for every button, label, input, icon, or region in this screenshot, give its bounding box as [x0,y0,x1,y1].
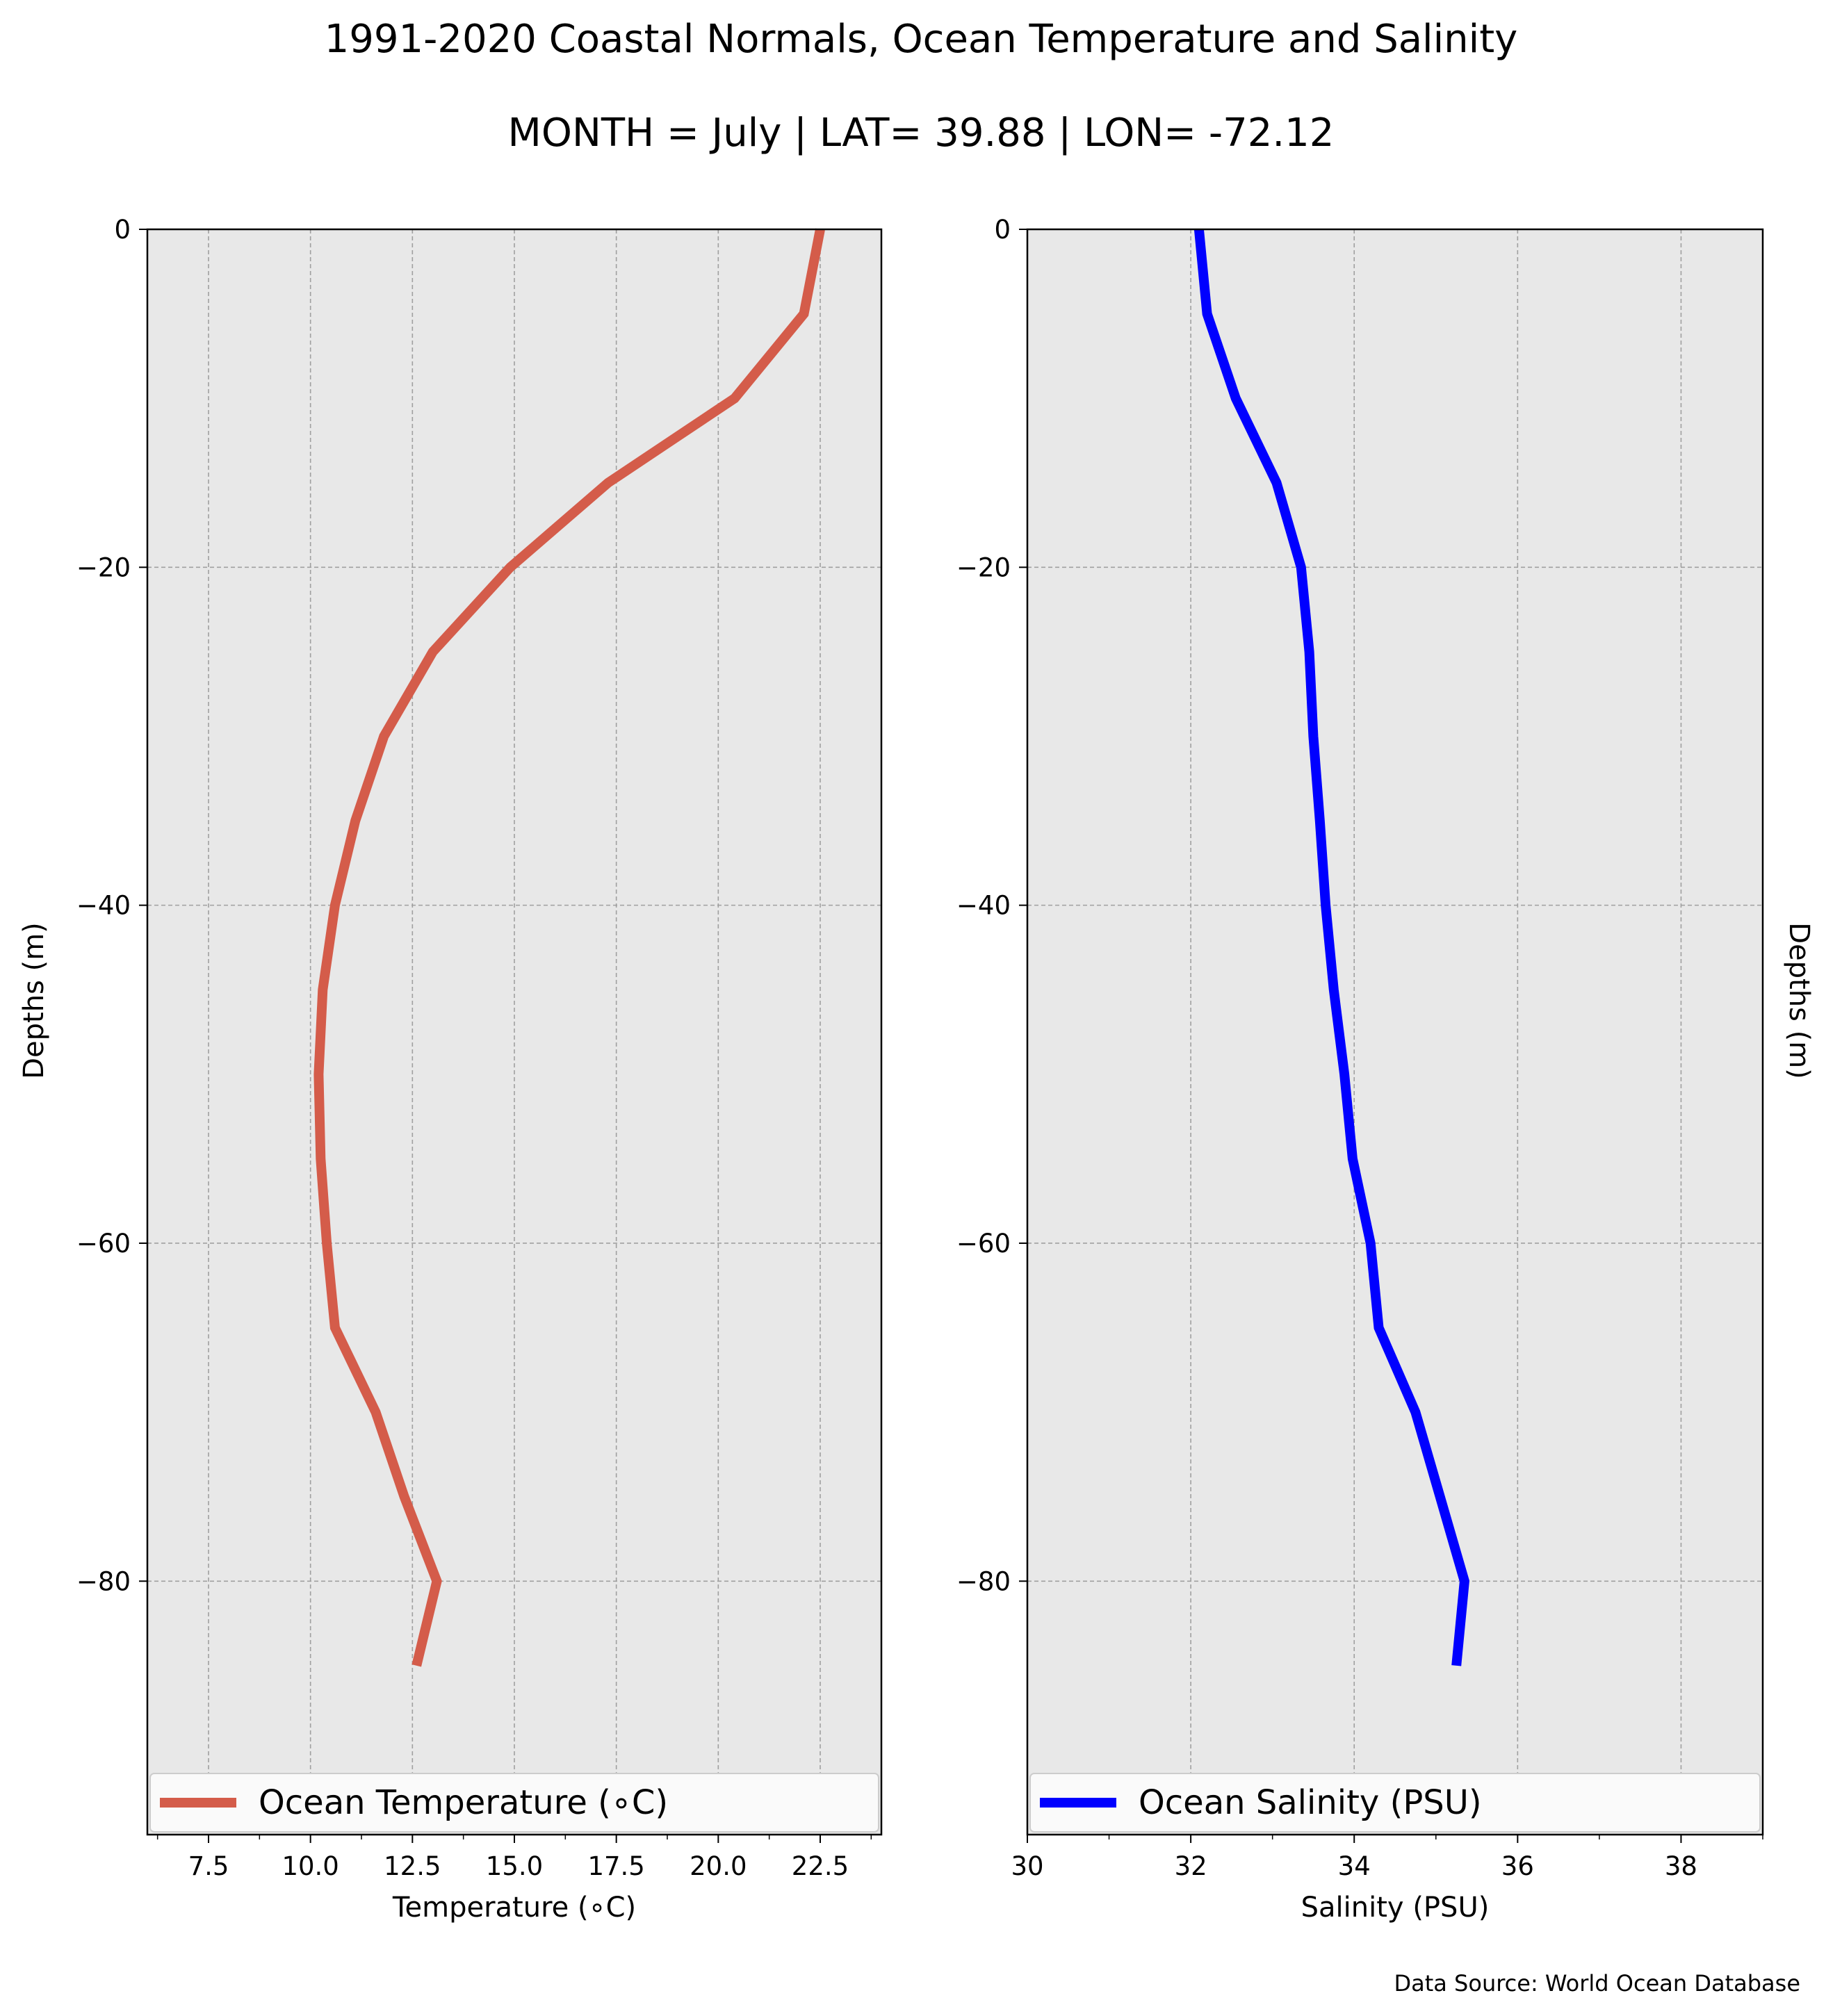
x-axis-label: Temperature (∘C) [392,1892,636,1924]
right-y-axis-label: Depths (m) [1783,922,1815,1079]
x-tick-label: 22.5 [792,1851,849,1881]
y-tick-label: −40 [956,891,1011,921]
series-line [1193,229,1469,1666]
x-tick-label: 10.0 [282,1851,339,1881]
x-tick-label: 7.5 [188,1851,229,1881]
y-tick-label: 0 [114,215,131,245]
y-tick-label: −20 [76,552,131,582]
x-tick-label: 38 [1665,1851,1697,1881]
x-axis-label: Salinity (PSU) [1301,1892,1490,1924]
chart-subtitle: MONTH = July | LAT= 39.88 | LON= -72.12 [508,110,1335,156]
x-tick-label: 34 [1338,1851,1371,1881]
y-tick-label: −40 [76,891,131,921]
legend-label: Ocean Temperature (∘C) [259,1783,668,1822]
y-tick-label: −60 [76,1229,131,1259]
x-tick-label: 32 [1175,1851,1207,1881]
y-tick-label: −80 [76,1566,131,1596]
x-tick-label: 30 [1011,1851,1043,1881]
legend-label: Ocean Salinity (PSU) [1139,1783,1482,1822]
temperature-panel: 7.5 10.0 12.5 15.0 17.5 20.0 22.5 0 −20 −40 −60 −80… [76,215,883,1924]
left-y-axis-label: Depths (m) [18,922,50,1079]
x-tick-label: 12.5 [384,1851,441,1881]
plot-background [1027,229,1763,1835]
y-tick-label: 0 [994,215,1011,245]
legend-box [1029,1773,1761,1833]
y-tick-label: −80 [956,1566,1011,1596]
x-tick-label: 15.0 [486,1851,543,1881]
data-source-note: Data Source: World Ocean Database [1394,1970,1800,1997]
y-tick-label: −60 [956,1229,1011,1259]
x-tick-label: 36 [1501,1851,1534,1881]
x-tick-label: 17.5 [587,1851,644,1881]
y-tick-label: −20 [956,552,1011,582]
plot-frame [1026,228,1764,1836]
chart-title: 1991-2020 Coastal Normals, Ocean Tempera… [325,17,1518,62]
salinity-panel: 30 32 34 36 38 0 −20 −40 −60 −80 Salinity (PSU) Oce… [956,215,1764,1924]
x-tick-label: 20.0 [690,1851,747,1881]
series-line [313,228,825,1667]
legend-box [149,1773,879,1833]
